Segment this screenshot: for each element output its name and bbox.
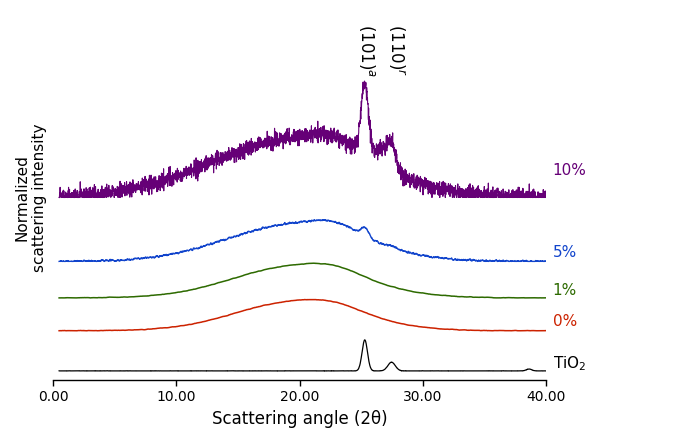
Text: $(101)^a$: $(101)^a$: [358, 24, 377, 78]
Text: TiO$_2$: TiO$_2$: [552, 354, 586, 373]
Text: $(110)^r$: $(110)^r$: [386, 24, 406, 76]
Text: 1%: 1%: [552, 283, 577, 298]
Text: 10%: 10%: [552, 163, 587, 178]
Text: 5%: 5%: [552, 245, 577, 260]
Y-axis label: Normalized
scattering intensity: Normalized scattering intensity: [15, 123, 48, 272]
X-axis label: Scattering angle (2θ): Scattering angle (2θ): [212, 410, 388, 428]
Text: 0%: 0%: [552, 314, 577, 329]
